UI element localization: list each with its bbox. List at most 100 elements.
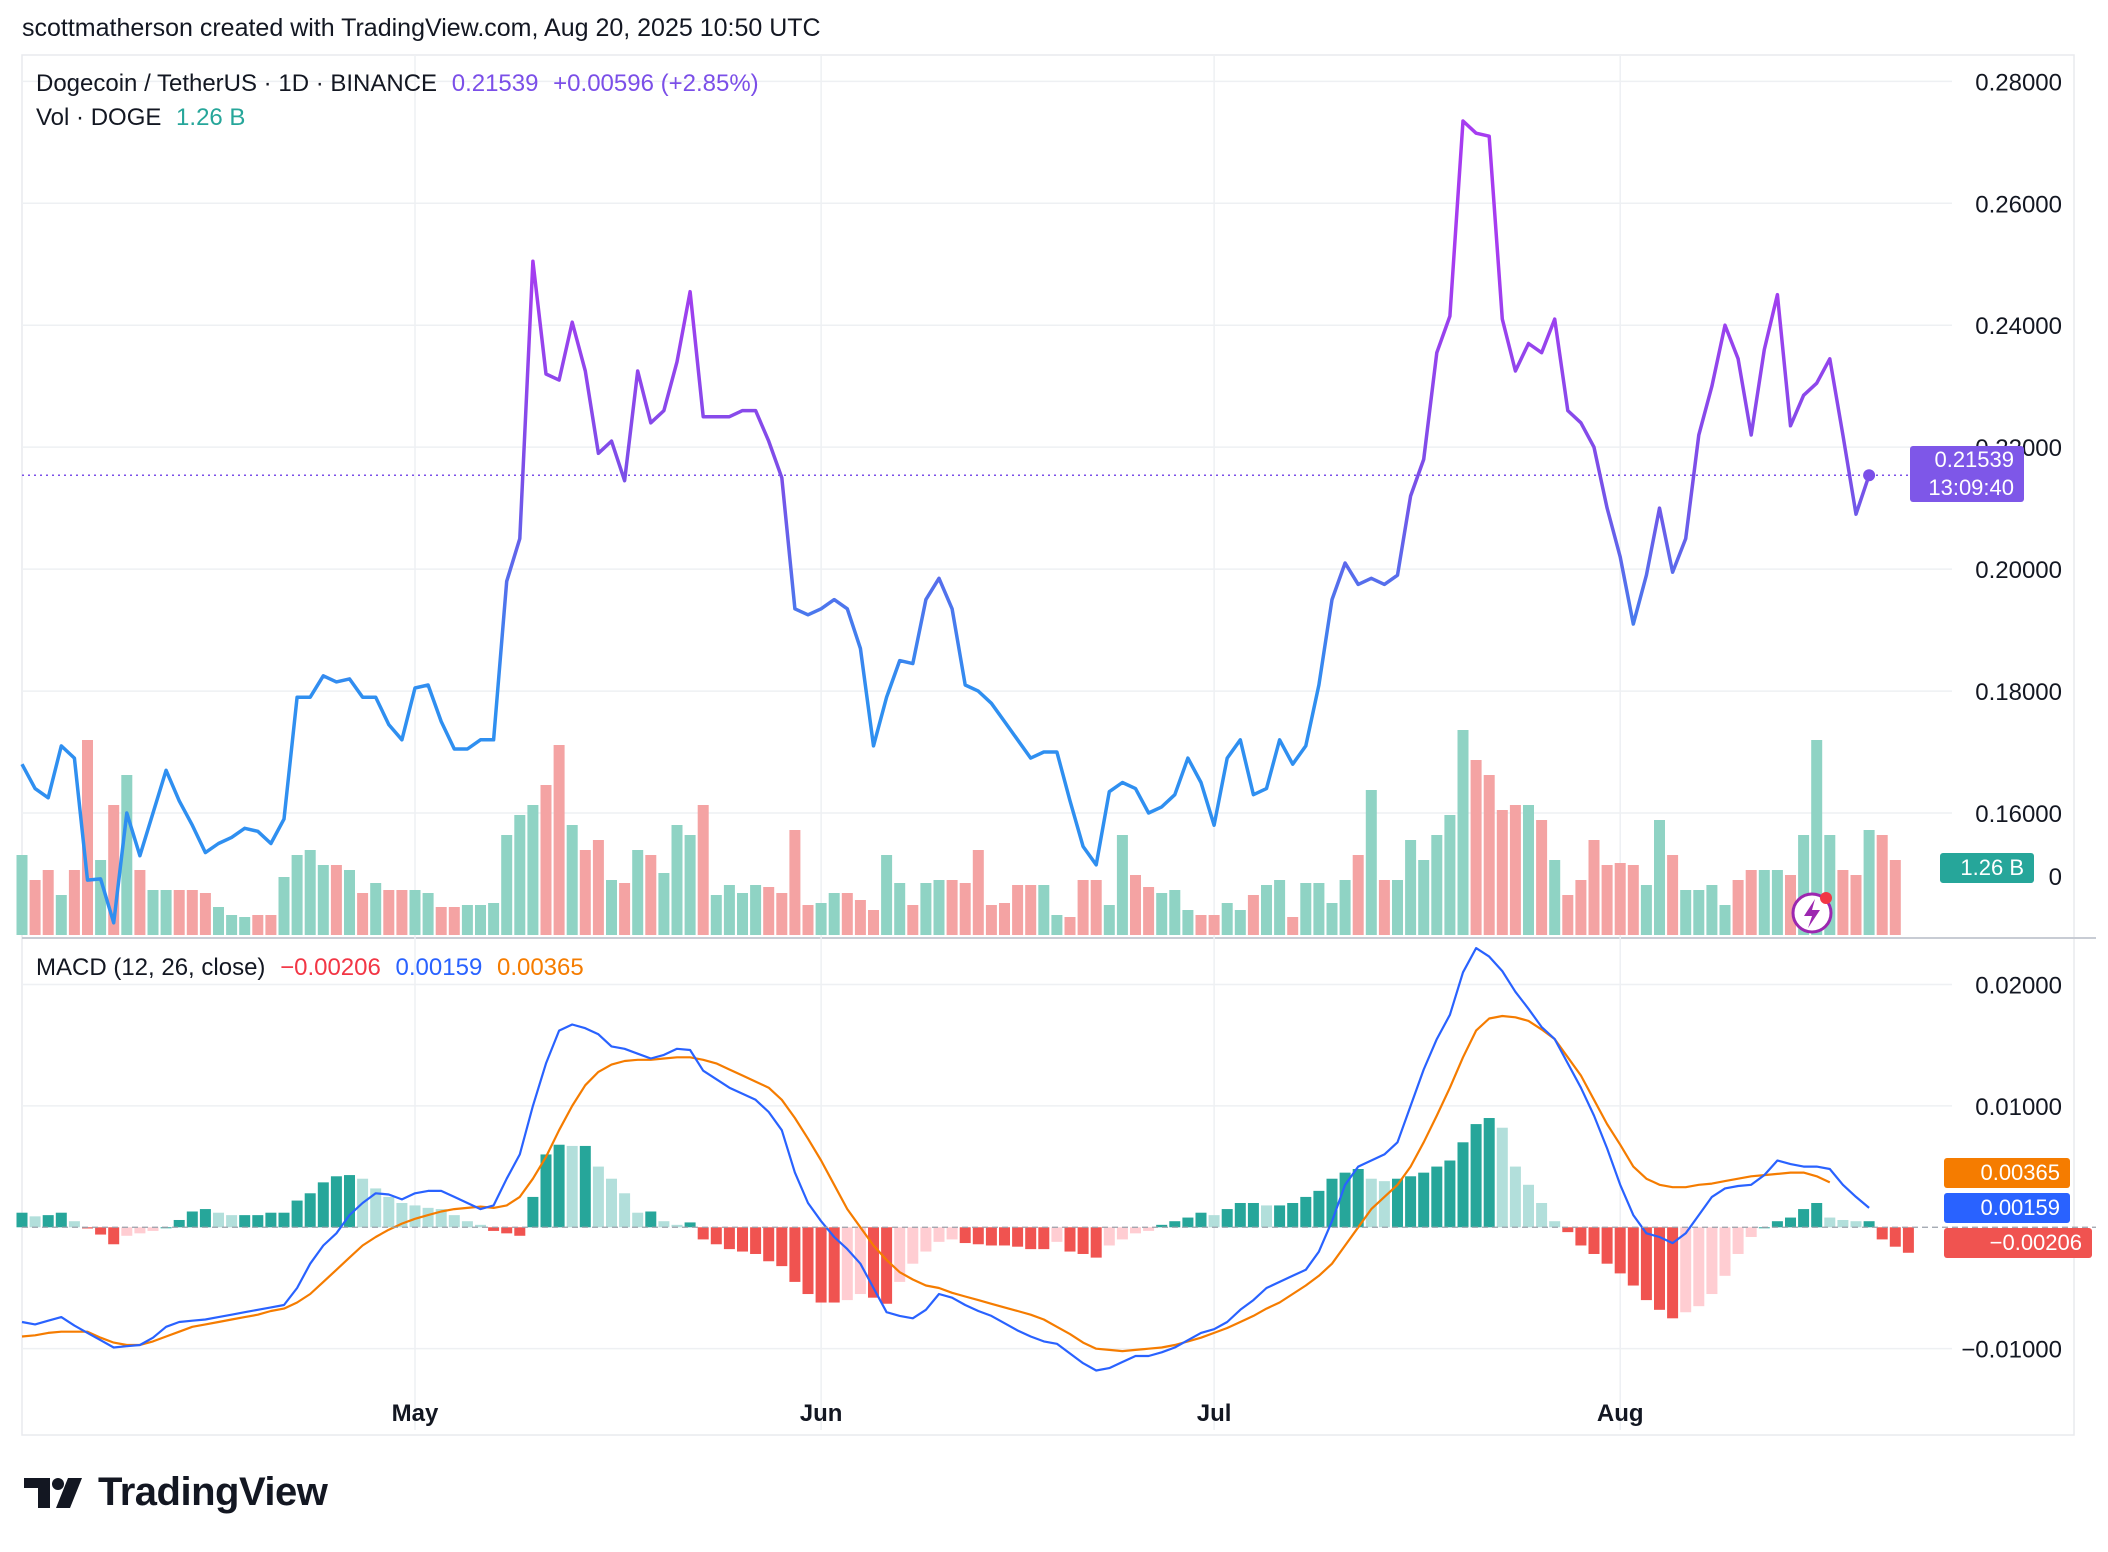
volume-bar-74: [985, 905, 997, 935]
volume-bar-126: [1667, 855, 1679, 935]
macd-lines[interactable]: [21, 946, 1870, 1372]
macd-hist-bar-34: [461, 1221, 473, 1228]
volume-bar-4: [68, 870, 80, 935]
macd-hist-bar-13: [186, 1211, 198, 1228]
symbol-title[interactable]: Dogecoin / TetherUS · 1D · BINANCE: [36, 70, 438, 97]
axes: 0.280000.260000.240000.220000.200000.180…: [392, 69, 2062, 1427]
macd-hist-bar-59: [789, 1227, 801, 1282]
macd-hist-bar-100: [1326, 1178, 1338, 1228]
volume-bar-23: [317, 865, 329, 935]
volume-bar-6: [95, 860, 107, 935]
volume-bar-100: [1326, 903, 1338, 935]
macd-hist-bar-37: [501, 1227, 513, 1234]
volume-bar-70: [933, 880, 945, 935]
volume-bar-39: [527, 805, 539, 935]
volume-bar-65: [868, 910, 879, 935]
macd-hist-bar-111: [1470, 1124, 1482, 1228]
macd-hist-bar-7: [108, 1227, 120, 1245]
volume-bar-143: [1889, 860, 1901, 935]
volume-bar-97: [1287, 917, 1299, 935]
volume-bar-118: [1562, 895, 1574, 935]
macd-hist-bar-115: [1523, 1184, 1534, 1228]
macd-hist-bar-6: [95, 1227, 107, 1235]
volume-bar-82: [1090, 880, 1102, 935]
macd-hist-bar-22: [304, 1193, 316, 1228]
volume-bar-83: [1103, 905, 1115, 935]
macd-hist-bar-118: [1562, 1227, 1574, 1233]
macd-hist-bar-55: [737, 1227, 748, 1252]
volume-bar-142: [1876, 835, 1888, 935]
macd-label[interactable]: MACD (12, 26, close): [36, 954, 266, 981]
macd-hist-bar-27: [370, 1188, 382, 1228]
volume-bar-43: [579, 850, 591, 935]
macd-hist-bar-97: [1287, 1202, 1299, 1228]
macd-hist-bar-19: [265, 1212, 277, 1228]
volume-bar-113: [1496, 810, 1508, 935]
month-tick-label-3: Aug: [1597, 1400, 1644, 1427]
macd-line: [21, 946, 1870, 1372]
macd-hist-bar-73: [972, 1227, 984, 1245]
price-line[interactable]: [20, 119, 1871, 925]
volume-bar-62: [828, 893, 840, 935]
macd-hist-bar-83: [1103, 1227, 1115, 1246]
volume-bar-133: [1758, 870, 1770, 935]
volume-bar-96: [1274, 880, 1286, 935]
macd-hist-bar-18: [252, 1215, 264, 1228]
tradingview-logo[interactable]: TradingView: [24, 1470, 328, 1515]
macd-hist-bar-119: [1575, 1227, 1587, 1246]
volume-bar-108: [1431, 835, 1443, 935]
macd-hist-bar-4: [68, 1221, 80, 1228]
macd-hist-bar-89: [1182, 1217, 1194, 1228]
volume-bar-61: [815, 903, 827, 935]
macd-hist-bar-122: [1614, 1227, 1626, 1274]
volume-bar-0: [16, 855, 28, 935]
macd-hist-bar-68: [907, 1227, 919, 1264]
volume-bar-110: [1457, 730, 1469, 935]
volume-label[interactable]: Vol · DOGE: [36, 104, 162, 131]
volume-bar-67: [894, 883, 906, 935]
volume-bar-132: [1745, 870, 1757, 935]
volume-bar-55: [737, 893, 748, 935]
macd-hist-bar-129: [1706, 1227, 1718, 1295]
volume-bar-72: [959, 883, 971, 935]
macd-hist-bar-99: [1313, 1190, 1325, 1228]
macd-hist-bar-5: [82, 1227, 93, 1229]
volume-bar-31: [422, 893, 434, 935]
volume-bar-90: [1195, 915, 1207, 935]
volume-bar-8: [121, 775, 133, 935]
macd-hist-bar-127: [1680, 1227, 1692, 1313]
macd-hist-bar-49: [658, 1221, 670, 1228]
macd-hist-bar-66: [881, 1227, 893, 1304]
volume-bar-102: [1352, 855, 1364, 935]
volume-bar-50: [671, 825, 683, 935]
volume-bar-130: [1719, 905, 1731, 935]
macd-hist-bar-71: [946, 1227, 958, 1240]
volume-bar-37: [501, 835, 513, 935]
volume-bar-16: [226, 915, 238, 935]
chart-decorations: [22, 469, 2096, 1228]
volume-bar-127: [1680, 890, 1692, 935]
volume-bar-56: [750, 885, 762, 935]
macd-hist-bar-40: [540, 1154, 552, 1228]
volume-bar-76: [1012, 885, 1024, 935]
macd-hist-bar-114: [1509, 1166, 1521, 1228]
macd-tick-label-0: 0.02000: [1975, 972, 2062, 999]
volume-bar-47: [632, 850, 644, 935]
macd-hist-bar-29: [396, 1202, 408, 1228]
macd-hist-bar-32: [435, 1209, 447, 1228]
volume-bar-58: [776, 893, 788, 935]
macd-hist-bar-90: [1195, 1212, 1207, 1228]
volume-bar-93: [1234, 910, 1246, 935]
macd-hist-bar-106: [1405, 1176, 1417, 1228]
volume-bar-34: [461, 905, 473, 935]
macd-hist-bar-116: [1536, 1202, 1548, 1228]
brand-name: TradingView: [98, 1470, 328, 1514]
macd-hist-bar-91: [1208, 1215, 1220, 1228]
volume-bar-64: [854, 900, 866, 935]
volume-bar-18: [252, 915, 264, 935]
volume-bar-99: [1313, 883, 1325, 935]
macd-hist-bar-77: [1025, 1227, 1037, 1250]
volume-bar-30: [409, 890, 421, 935]
volume-bar-77: [1025, 885, 1037, 935]
